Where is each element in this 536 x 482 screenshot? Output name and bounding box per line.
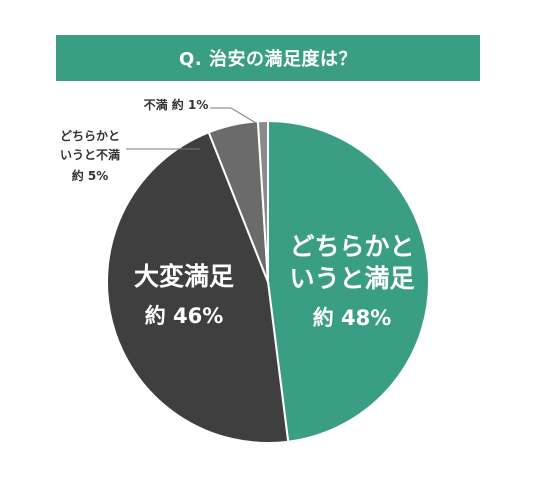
slice-label-0: どちらかというと満足約 48%	[289, 232, 414, 330]
slice-label-3: 不満 約 1%	[144, 97, 209, 112]
pie-slice-3	[256, 119, 269, 283]
pie-slice-1	[106, 131, 290, 444]
pie-slice-0	[267, 119, 430, 443]
slice-label-1: 大変満足約 46%	[134, 262, 234, 328]
slice-label-2: どちらかというと不満約 5%	[60, 129, 120, 183]
leader-line-3	[210, 107, 257, 124]
chart-title: Q. 治安の満足度は？	[56, 35, 480, 81]
